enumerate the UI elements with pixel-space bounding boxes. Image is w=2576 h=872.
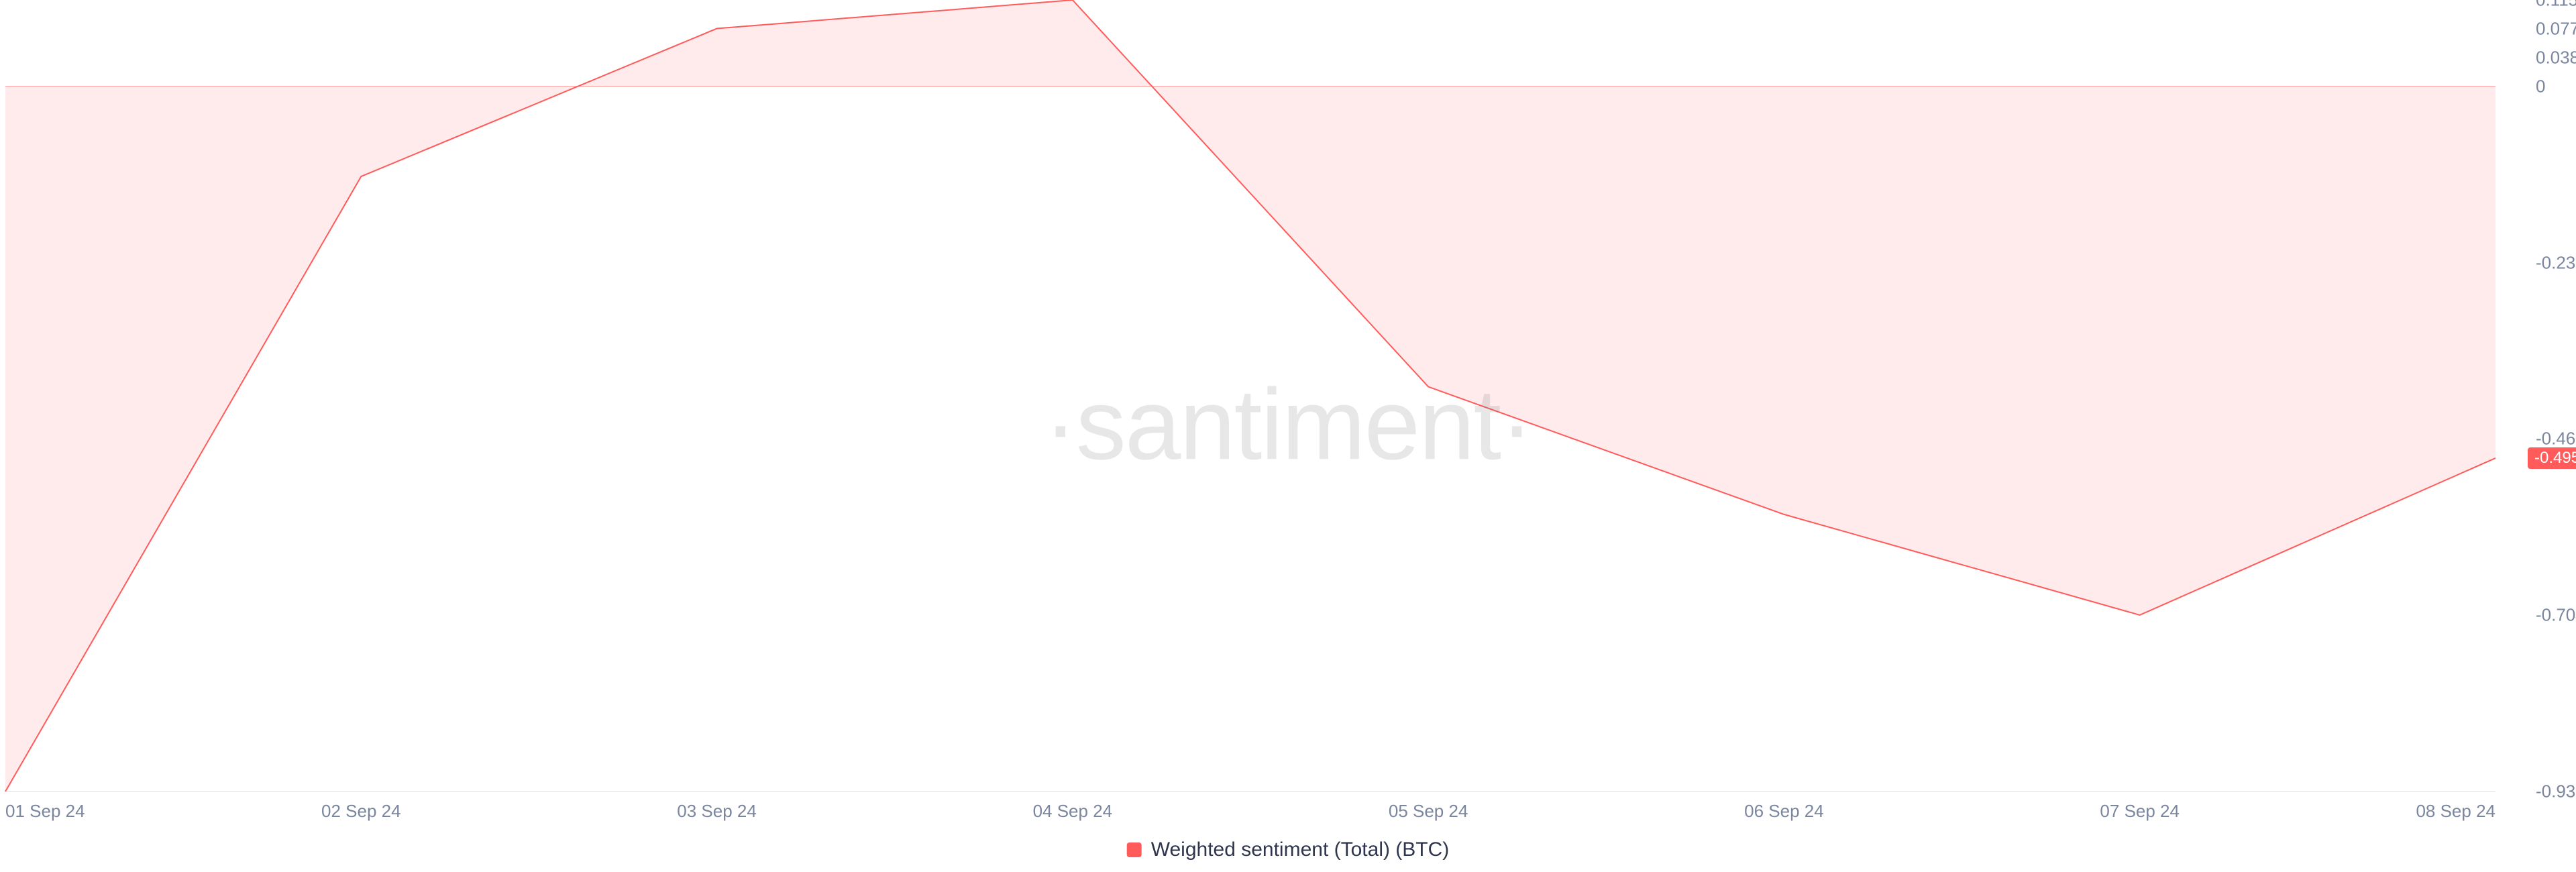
x-tick-label: 03 Sep 24 [677, 801, 757, 822]
y-tick-label: 0.038 [2536, 48, 2576, 68]
current-value-badge: -0.495 [2528, 447, 2576, 469]
chart-legend: Weighted sentiment (Total) (BTC) [1127, 838, 1450, 861]
x-tick-label: 06 Sep 24 [1744, 801, 1824, 822]
y-tick-label: 0 [2536, 76, 2545, 97]
y-tick-label: -0.939 [2536, 781, 2576, 802]
chart-canvas [0, 0, 2576, 872]
y-tick-label: -0.469 [2536, 428, 2576, 449]
y-tick-label: 0.115 [2536, 0, 2576, 11]
sentiment-chart: ·santiment· 01 Sep 2402 Sep 2403 Sep 240… [0, 0, 2576, 872]
x-tick-label: 07 Sep 24 [2100, 801, 2180, 822]
x-tick-label: 01 Sep 24 [5, 801, 85, 822]
x-tick-label: 08 Sep 24 [2416, 801, 2496, 822]
x-tick-label: 02 Sep 24 [321, 801, 401, 822]
y-tick-label: -0.704 [2536, 604, 2576, 625]
y-tick-label: 0.077 [2536, 18, 2576, 39]
legend-swatch [1127, 842, 1142, 857]
legend-label: Weighted sentiment (Total) (BTC) [1151, 838, 1450, 861]
x-tick-label: 04 Sep 24 [1033, 801, 1113, 822]
y-tick-label: -0.235 [2536, 252, 2576, 273]
x-tick-label: 05 Sep 24 [1389, 801, 1468, 822]
